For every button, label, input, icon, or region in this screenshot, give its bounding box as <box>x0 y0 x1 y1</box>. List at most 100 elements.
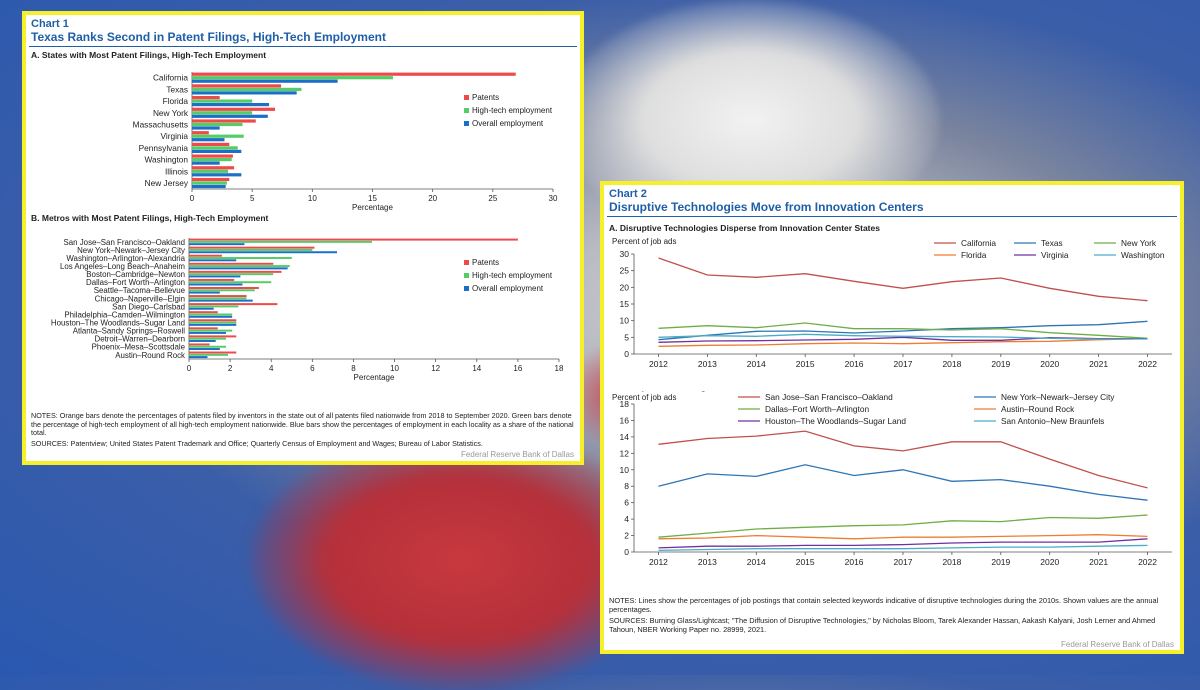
category-label-washington-arlington-alexandria: Washington–Arlington–Alexandria <box>66 254 185 263</box>
x-tick-label: 2022 <box>1138 557 1157 567</box>
x-tick-label: 2 <box>228 364 233 373</box>
y-tick-label: 25 <box>620 266 630 276</box>
x-tick-label: 2018 <box>942 557 961 567</box>
x-tick-label: 5 <box>250 194 255 203</box>
chart1-credit: Federal Reserve Bank of Dallas <box>461 450 574 459</box>
x-tick-label: 2021 <box>1089 359 1108 369</box>
x-tick-label: 16 <box>513 364 522 373</box>
x-tick-label: 0 <box>187 364 192 373</box>
bar-patents-new-york <box>192 107 276 111</box>
x-tick-label: 18 <box>555 364 564 373</box>
bar-overall-employment-san-jose-san-francisco-oakland <box>189 243 245 246</box>
x-tick-label: 10 <box>308 194 317 203</box>
legend-label-washington: Washington <box>1121 250 1165 260</box>
y-axis-label: Percent of job ads <box>612 393 676 402</box>
chart2-title-rule <box>607 216 1177 217</box>
bar-patents-new-york-newark-jersey-city <box>189 246 315 249</box>
category-label-massachusetts: Massachusetts <box>133 119 188 129</box>
bar-high-tech-employment-dallas-fort-worth-arlington <box>189 281 272 284</box>
line-washington <box>658 333 1148 340</box>
bar-overall-employment-virginia <box>192 138 225 142</box>
bar-overall-employment-san-diego-carlsbad <box>189 307 214 310</box>
bar-high-tech-employment-california <box>192 76 393 80</box>
bar-patents-seattle-tacoma-bellevue <box>189 287 259 289</box>
x-tick-label: 2019 <box>991 359 1010 369</box>
category-label-atlanta-sandy-springs-roswell: Atlanta–Sandy Springs–Roswell <box>73 327 186 336</box>
bar-high-tech-employment-los-angeles-long-beach-anaheim <box>189 265 290 268</box>
x-tick-label: 2012 <box>649 557 668 567</box>
line-new-york <box>658 322 1148 339</box>
bar-patents-houston-the-woodlands-sugar-land <box>189 319 237 322</box>
chart1-number: Chart 1 <box>31 18 69 30</box>
chart1-notes: NOTES: Orange bars denote the percentage… <box>31 411 574 438</box>
bar-high-tech-employment-massachusetts <box>192 122 243 127</box>
bar-overall-employment-austin-round-rock <box>189 356 208 359</box>
bar-overall-employment-phoenix-mesa-scottsdale <box>189 348 220 351</box>
y-tick-label: 0 <box>624 547 629 557</box>
chart2-notes: NOTES: Lines show the percentages of job… <box>609 596 1159 614</box>
bar-high-tech-employment-seattle-tacoma-bellevue <box>189 289 255 292</box>
x-tick-label: 2015 <box>796 557 815 567</box>
legend-swatch-patents <box>464 260 469 265</box>
x-tick-label: 0 <box>190 194 195 203</box>
legend-label-overall-employment: Overall employment <box>472 119 544 128</box>
line-dallas-fort-worth-arlington <box>658 514 1148 538</box>
legend-label-dallas-fort-worth-arlington: Dallas–Fort Worth–Arlington <box>765 404 869 414</box>
line-austin-round-rock <box>658 534 1148 540</box>
x-axis-label: Percentage <box>354 373 395 382</box>
bar-patents-los-angeles-long-beach-anaheim <box>189 262 274 265</box>
chart1-sources: SOURCES: Patentview; United States Paten… <box>31 439 483 448</box>
panel-title: A. Disruptive Technologies Disperse from… <box>609 223 880 233</box>
bar-overall-employment-detroit-warren-dearborn <box>189 339 216 342</box>
category-label-dallas-fort-worth-arlington: Dallas–Fort Worth–Arlington <box>86 278 185 287</box>
category-label-new-york: New York <box>153 108 189 118</box>
bar-high-tech-employment-chicago-naperville-elgin <box>189 297 247 300</box>
legend-label-austin-round-rock: Austin–Round Rock <box>1001 404 1075 414</box>
x-tick-label: 12 <box>431 364 440 373</box>
bar-high-tech-employment-san-jose-san-francisco-oakland <box>189 240 372 243</box>
bar-high-tech-employment-detroit-warren-dearborn <box>189 337 226 340</box>
bar-patents-san-diego-carlsbad <box>189 303 278 306</box>
x-tick-label: 2020 <box>1040 359 1059 369</box>
y-tick-label: 0 <box>624 349 629 359</box>
line-new-york-newark-jersey-city <box>658 464 1148 501</box>
category-label-new-york-newark-jersey-city: New York–Newark–Jersey City <box>77 246 185 255</box>
category-label-phoenix-mesa-scottsdale: Phoenix–Mesa–Scottsdale <box>92 343 186 352</box>
bar-high-tech-employment-florida <box>192 99 253 103</box>
y-tick-label: 10 <box>620 316 630 326</box>
legend-label-high-tech-employment: High-tech employment <box>472 106 553 115</box>
x-tick-label: 10 <box>390 364 399 373</box>
x-tick-label: 15 <box>368 194 377 203</box>
bar-overall-employment-massachusetts <box>192 126 220 130</box>
bar-high-tech-employment-boston-cambridge-newton <box>189 273 274 276</box>
bar-high-tech-employment-philadelphia-camden-wilmington <box>189 313 233 316</box>
line-texas <box>658 320 1148 341</box>
bar-patents-boston-cambridge-newton <box>189 270 282 273</box>
category-label-san-jose-san-francisco-oakland: San Jose–San Francisco–Oakland <box>64 238 186 247</box>
bar-patents-detroit-warren-dearborn <box>189 335 237 338</box>
legend-swatch-high-tech-employment <box>464 108 469 113</box>
y-tick-label: 12 <box>620 448 630 458</box>
bar-overall-employment-washington <box>192 161 220 165</box>
bar-patents-atlanta-sandy-springs-roswell <box>189 327 218 330</box>
chart2-panel-b: B. Disruptive Technologies Move from Met… <box>609 391 1172 567</box>
bar-patents-florida <box>192 96 220 100</box>
legend-swatch-high-tech-employment <box>464 273 469 278</box>
legend-label-patents: Patents <box>472 93 499 102</box>
y-tick-label: 6 <box>624 498 629 508</box>
y-tick-label: 4 <box>624 514 629 524</box>
panel-title: B. Disruptive Technologies Move from Met… <box>609 391 905 392</box>
line-florida <box>658 338 1148 347</box>
chart2-number: Chart 2 <box>609 188 647 200</box>
category-label-california: California <box>153 73 188 83</box>
bar-high-tech-employment-houston-the-woodlands-sugar-land <box>189 321 237 324</box>
bar-overall-employment-washington-arlington-alexandria <box>189 259 237 262</box>
category-label-detroit-warren-dearborn: Detroit–Warren–Dearborn <box>95 335 186 344</box>
x-tick-label: 2013 <box>698 359 717 369</box>
y-tick-label: 14 <box>620 432 630 442</box>
x-tick-label: 2015 <box>796 359 815 369</box>
x-tick-label: 2014 <box>747 359 766 369</box>
bar-patents-virginia <box>192 131 209 135</box>
panel-title: B. Metros with Most Patent Filings, High… <box>31 213 269 223</box>
bar-overall-employment-dallas-fort-worth-arlington <box>189 283 243 286</box>
